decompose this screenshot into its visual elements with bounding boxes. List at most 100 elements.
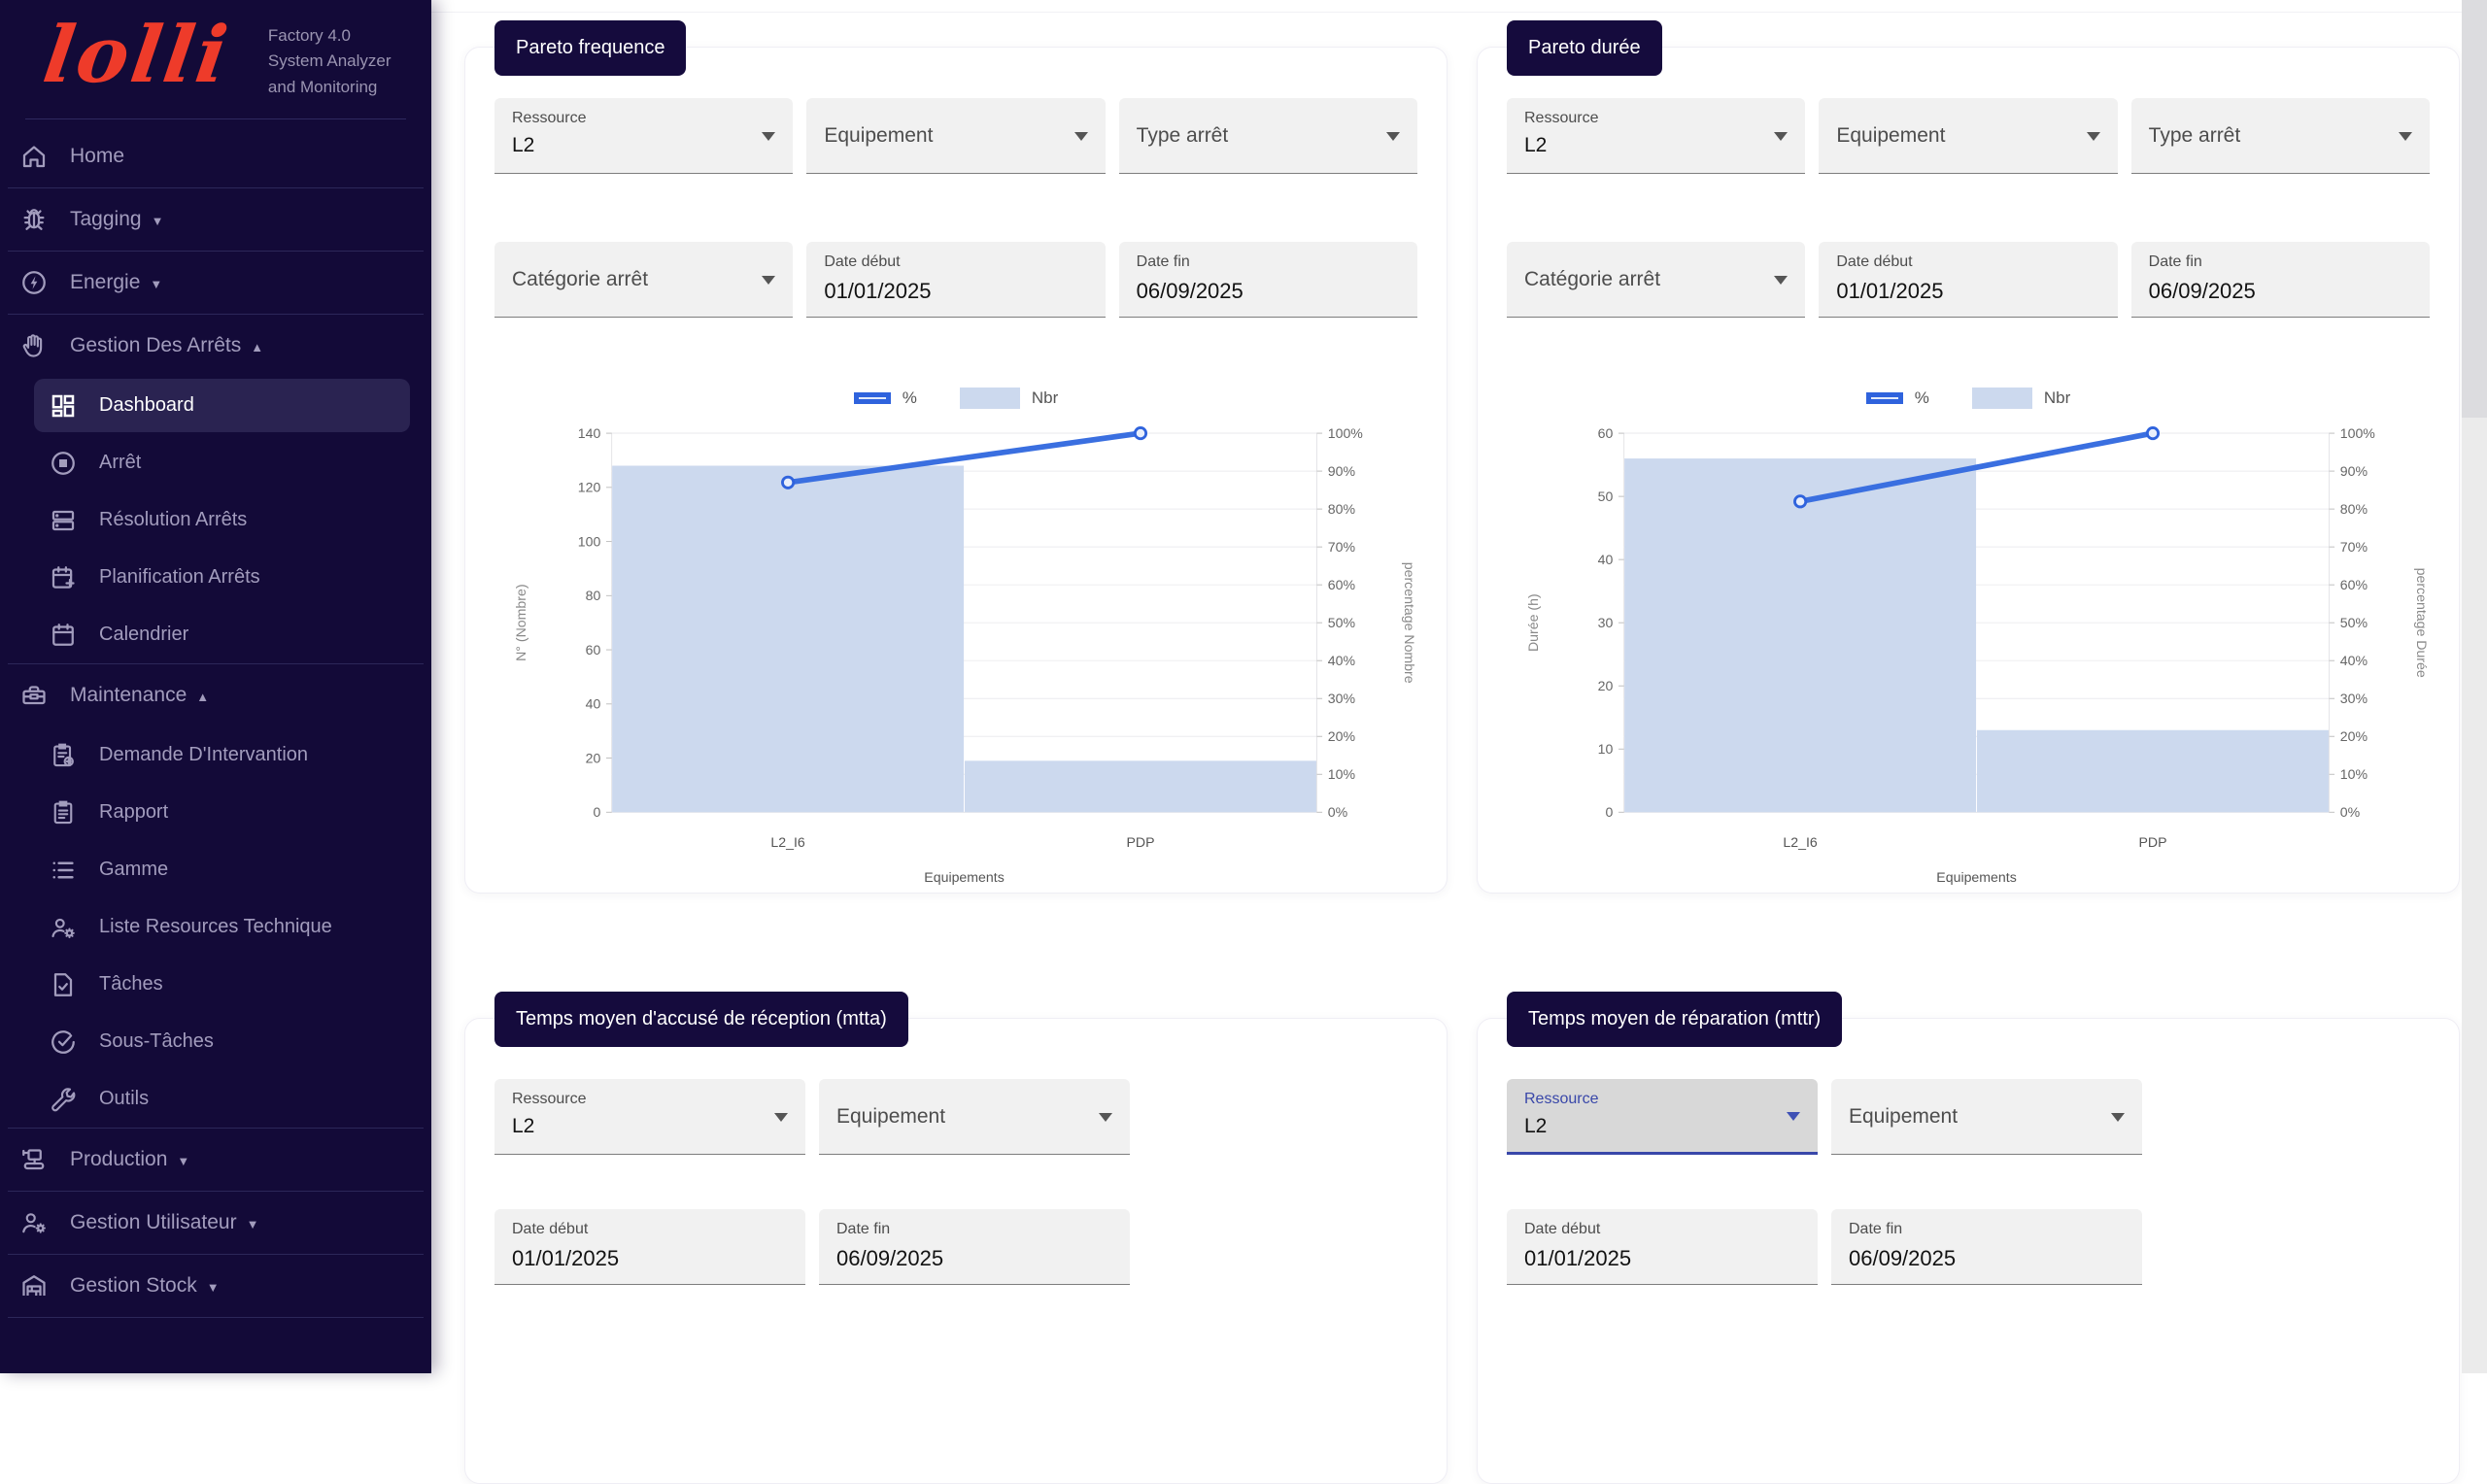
legend-item-pct[interactable]: % <box>853 388 917 408</box>
svg-text:0%: 0% <box>2340 804 2361 820</box>
sidebar-item-energie[interactable]: Energie ▼ <box>0 252 431 314</box>
sidebar-item-label: Gestion Stock <box>70 1274 197 1297</box>
filters-row-1: Ressource L2 Equipement Type arrêt <box>494 98 1417 174</box>
sidebar-item-outils[interactable]: Outils <box>0 1070 431 1128</box>
sidebar-item-label: Energie <box>70 271 141 293</box>
sidebar-item-production[interactable]: Production ▼ <box>0 1129 431 1191</box>
product-line-3: and Monitoring <box>267 77 378 96</box>
sidebar-item-maintenance[interactable]: Maintenance ▲ <box>0 664 431 726</box>
doc-check-icon <box>49 970 78 999</box>
svg-text:PDP: PDP <box>2138 834 2166 850</box>
chevron-down-icon: ▼ <box>151 213 164 228</box>
equipement-select[interactable]: Equipement <box>1819 98 2118 174</box>
user-gear-icon <box>19 1208 49 1237</box>
svg-text:80: 80 <box>586 588 601 603</box>
chevron-down-icon: ▼ <box>177 1153 190 1168</box>
sidebar-item-gamme[interactable]: Gamme <box>0 841 431 898</box>
product-name: Factory 4.0 System Analyzer and Monitori… <box>268 23 392 100</box>
svg-text:Equipements: Equipements <box>924 869 1004 885</box>
date-fin-field[interactable]: Date fin 06/09/2025 <box>1831 1209 2142 1285</box>
chevron-down-icon: ▼ <box>246 1216 259 1231</box>
date-debut-field[interactable]: Date début 01/01/2025 <box>1819 242 2118 318</box>
categorie-arret-select[interactable]: Catégorie arrêt <box>1507 242 1806 318</box>
chevron-down-icon <box>762 275 776 285</box>
sidebar-item-taches[interactable]: Tâches <box>0 956 431 1013</box>
date-debut-field[interactable]: Date début 01/01/2025 <box>1507 1209 1818 1285</box>
legend-item-nbr[interactable]: Nbr <box>1971 388 2070 409</box>
date-fin-field[interactable]: Date fin 06/09/2025 <box>1118 242 1417 318</box>
sidebar-item-arret[interactable]: Arrêt <box>0 434 431 491</box>
svg-text:40: 40 <box>586 696 601 712</box>
sidebar-item-rapport[interactable]: Rapport <box>0 784 431 841</box>
svg-text:10: 10 <box>1598 741 1614 757</box>
filters-row-2: Date début 01/01/2025 Date fin 06/09/202… <box>1507 1209 2430 1285</box>
svg-text:percentage Nombre: percentage Nombre <box>1402 562 1417 684</box>
bolt-icon <box>19 268 49 297</box>
ressource-select[interactable]: Ressource L2 <box>1507 98 1806 174</box>
svg-text:60%: 60% <box>1328 577 1356 592</box>
svg-text:60: 60 <box>586 642 601 658</box>
date-debut-field[interactable]: Date début 01/01/2025 <box>494 1209 805 1285</box>
sidebar-item-gestion-stock[interactable]: Gestion Stock ▼ <box>0 1255 431 1317</box>
pareto-duree-chart[interactable]: 0% 10% 20% 30% 40% 50% 60% 70% 80% 90% 100% 0 10 20 30… <box>1507 419 2432 894</box>
svg-text:30%: 30% <box>2340 691 2368 706</box>
engineer-icon <box>49 913 78 942</box>
nbr-bar-swatch <box>1971 388 2032 409</box>
ressource-select[interactable]: Ressource L2 <box>494 1079 805 1155</box>
date-fin-field[interactable]: Date fin 06/09/2025 <box>819 1209 1130 1285</box>
ressource-select[interactable]: Ressource L2 <box>1507 1079 1818 1155</box>
pareto-frequence-chart[interactable]: 0% 10% 20% 30% 40% 50% 60% 70% 80% 90% 100% 0 20 40 60… <box>494 419 1419 894</box>
chevron-down-icon: ▼ <box>206 1279 220 1295</box>
equipement-select[interactable]: Equipement <box>1831 1079 2142 1155</box>
svg-text:70%: 70% <box>1328 539 1356 555</box>
sidebar-item-liste-resources-technique[interactable]: Liste Resources Technique <box>0 898 431 956</box>
card-title-badge: Pareto frequence <box>494 20 687 76</box>
sidebar-item-calendrier[interactable]: Calendrier <box>0 606 431 663</box>
equipement-select[interactable]: Equipement <box>819 1079 1130 1155</box>
svg-text:10%: 10% <box>2340 766 2368 782</box>
date-fin-field[interactable]: Date fin 06/09/2025 <box>2130 242 2430 318</box>
equipement-select[interactable]: Equipement <box>806 98 1106 174</box>
type-arret-select[interactable]: Type arrêt <box>2130 98 2430 174</box>
app-sidebar: lolli Factory 4.0 System Analyzer and Mo… <box>0 0 431 1373</box>
chart-legend: % Nbr <box>494 388 1417 409</box>
sidebar-item-gestion-des-arrets[interactable]: Gestion Des Arrêts ▲ <box>0 315 431 377</box>
sidebar-item-label: Demande D'Intervantion <box>99 744 309 765</box>
svg-text:50%: 50% <box>2340 615 2368 630</box>
scrollbar-track[interactable] <box>2462 0 2487 1373</box>
filters-row-1: Ressource L2 Equipement <box>1507 1079 2430 1155</box>
sidebar-item-planification-arrets[interactable]: Planification Arrêts <box>0 549 431 606</box>
svg-text:N° (Nombre): N° (Nombre) <box>513 584 528 660</box>
sidebar-item-home[interactable]: Home <box>0 125 431 187</box>
sidebar-item-label: Arrêt <box>99 452 142 473</box>
sidebar-item-gestion-utilisateur[interactable]: Gestion Utilisateur ▼ <box>0 1192 431 1254</box>
sidebar-item-label: Calendrier <box>99 624 189 645</box>
ressource-select[interactable]: Ressource L2 <box>494 98 794 174</box>
legend-item-nbr[interactable]: Nbr <box>959 388 1058 409</box>
svg-text:percentage Durée: percentage Durée <box>2414 568 2430 678</box>
nbr-bar-swatch <box>959 388 1020 409</box>
svg-text:50: 50 <box>1598 489 1614 504</box>
sidebar-item-dashboard[interactable]: Dashboard <box>34 379 410 432</box>
sidebar-item-label: Gestion Des Arrêts <box>70 334 242 356</box>
card-title-badge: Pareto durée <box>1507 20 1662 76</box>
scrollbar-thumb[interactable] <box>2462 0 2487 418</box>
legend-item-pct[interactable]: % <box>1865 388 1929 408</box>
sidebar-item-tagging[interactable]: Tagging ▼ <box>0 188 431 251</box>
date-debut-field[interactable]: Date début 01/01/2025 <box>806 242 1106 318</box>
sidebar-item-demande-dintervantion[interactable]: Demande D'Intervantion <box>0 726 431 784</box>
sidebar-item-label: Tagging <box>70 208 142 230</box>
calendar-plus-icon <box>49 563 78 592</box>
type-arret-select[interactable]: Type arrêt <box>1118 98 1417 174</box>
chevron-down-icon <box>2111 1112 2125 1122</box>
categorie-arret-select[interactable]: Catégorie arrêt <box>494 242 794 318</box>
svg-text:40%: 40% <box>1328 653 1356 668</box>
sidebar-item-sous-taches[interactable]: Sous-Tâches <box>0 1013 431 1070</box>
sidebar-item-resolution-arrets[interactable]: Résolution Arrêts <box>0 491 431 549</box>
sidebar-item-label: Résolution Arrêts <box>99 509 248 530</box>
svg-text:100%: 100% <box>1328 425 1364 441</box>
sidebar-item-label: Gamme <box>99 859 169 880</box>
logo: lolli <box>38 9 236 100</box>
main-content: Pareto frequence Ressource L2 Equipement… <box>431 0 2487 1484</box>
svg-text:60%: 60% <box>2340 577 2368 592</box>
